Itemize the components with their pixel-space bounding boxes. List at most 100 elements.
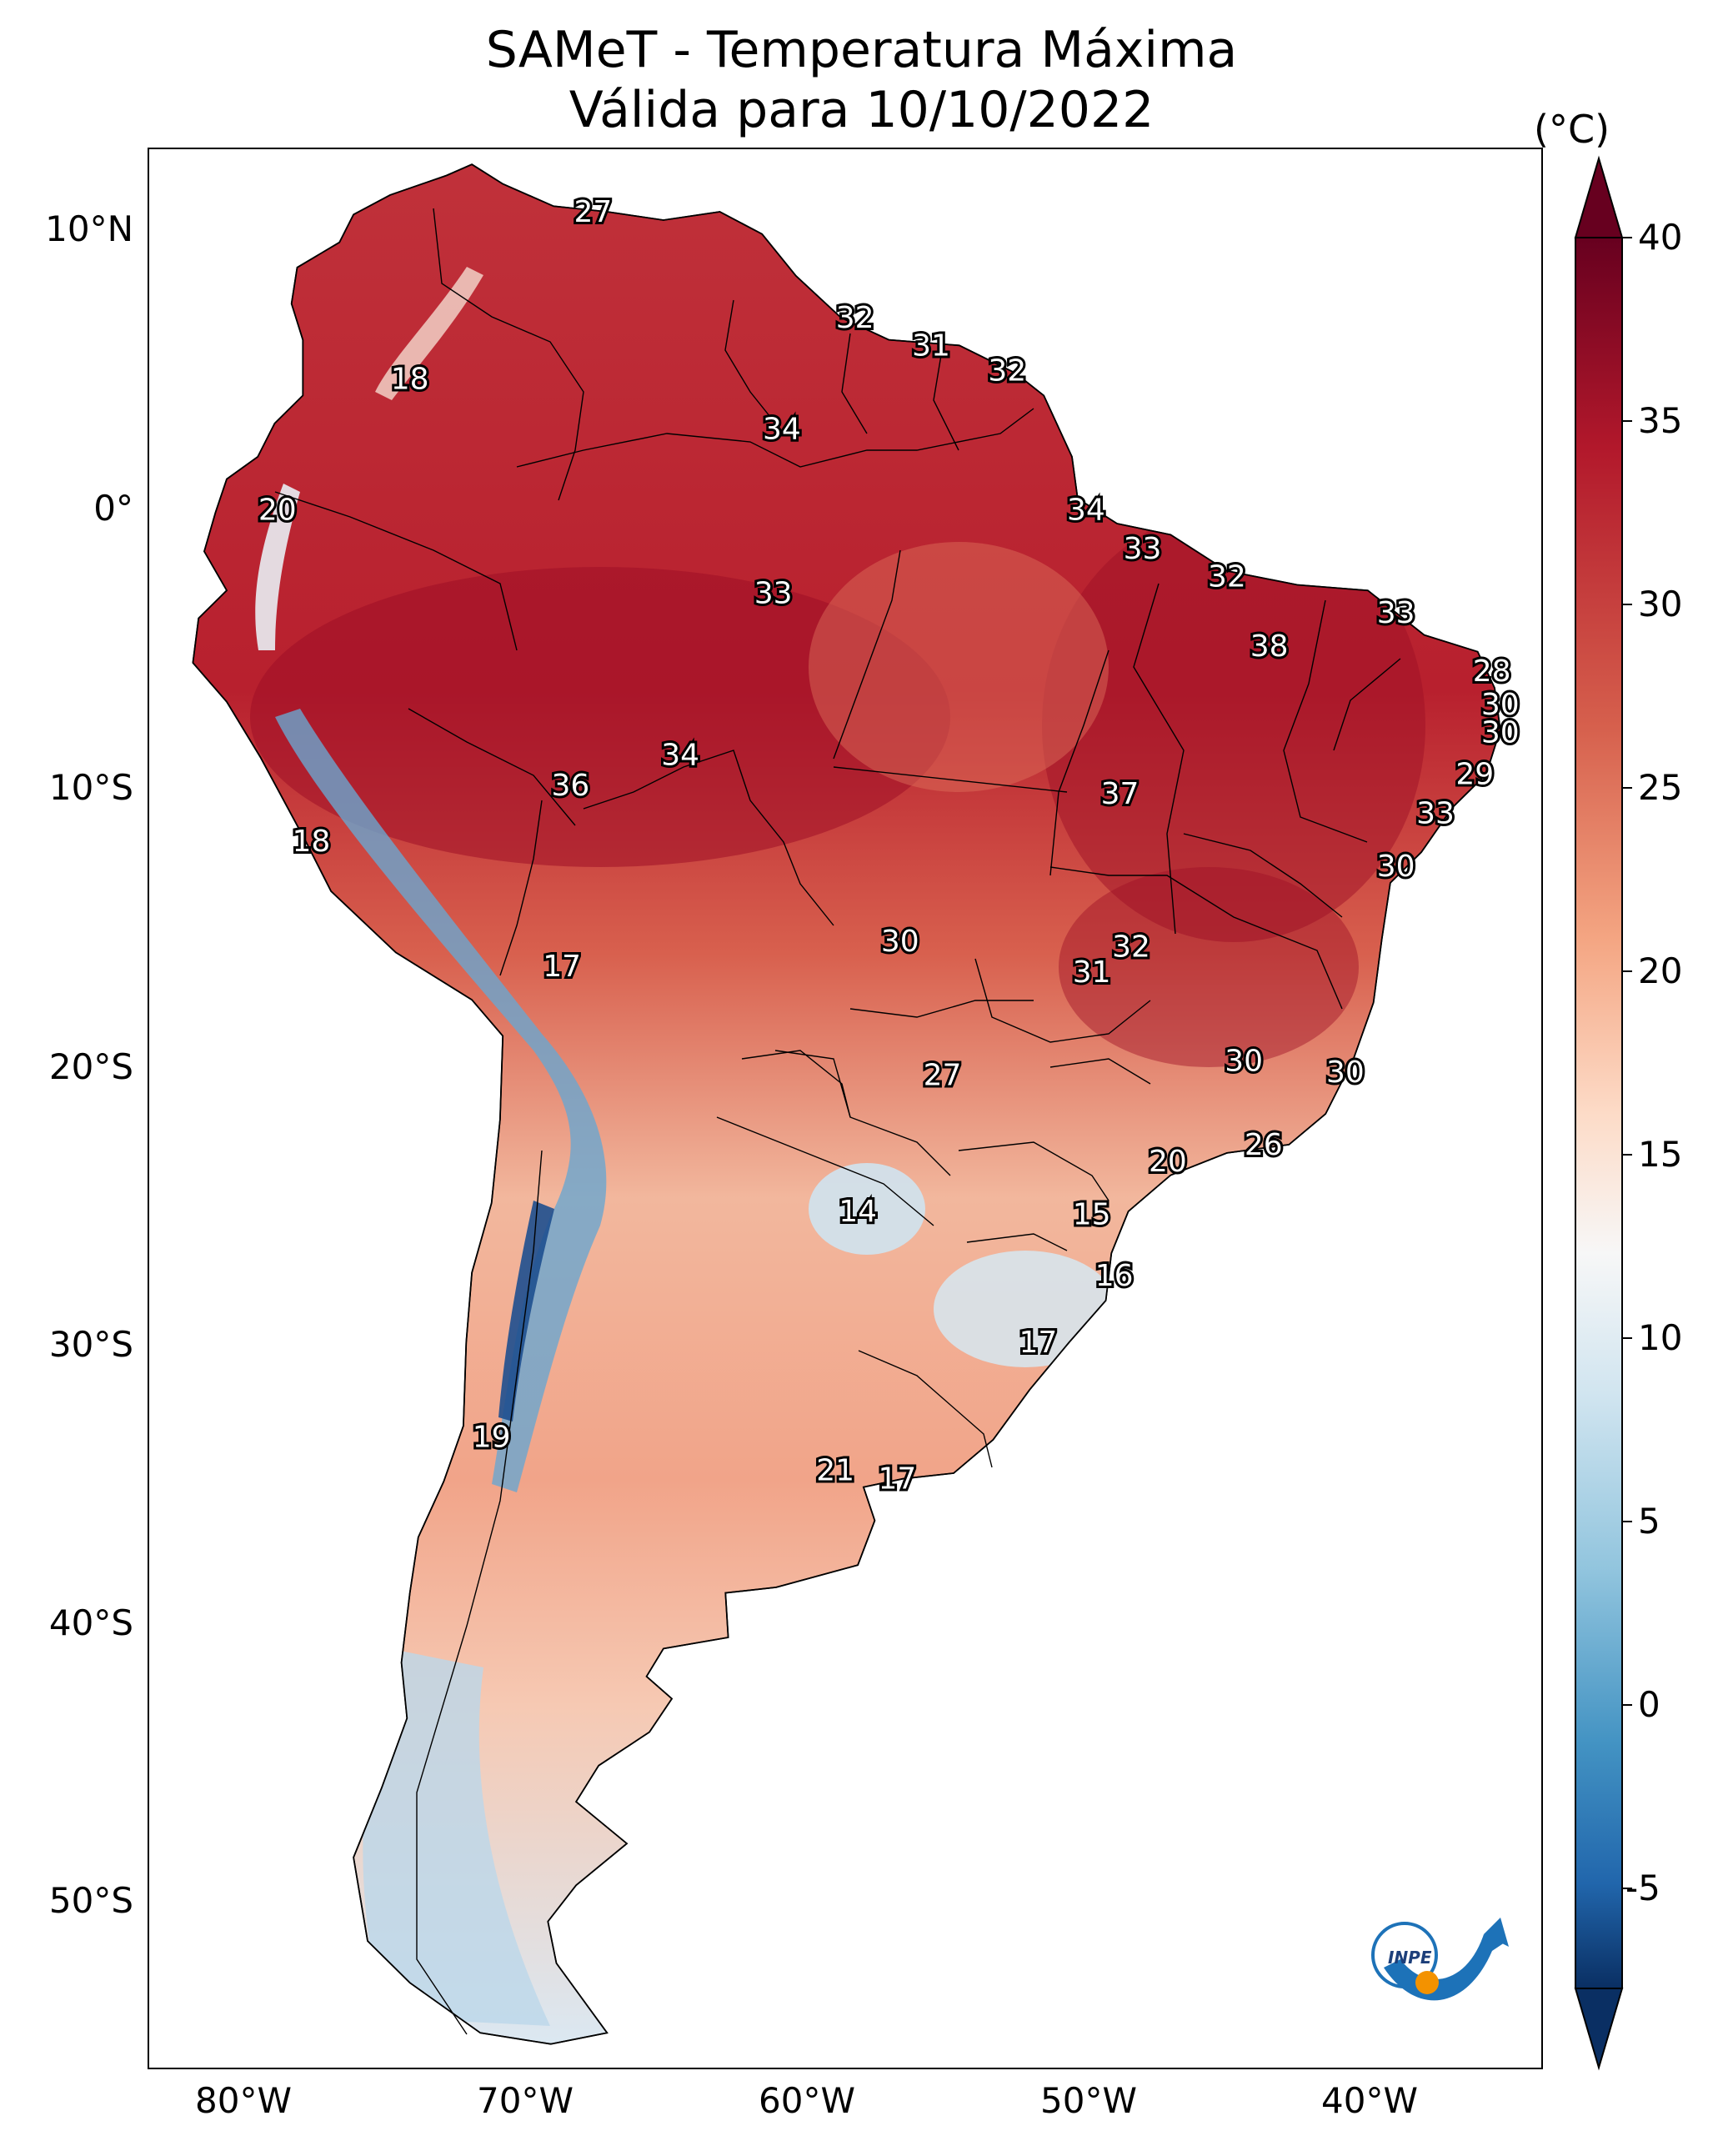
andes-coldest-core (498, 1201, 554, 1421)
colorbar-tick-30: 30 (1638, 584, 1683, 624)
border-colombia-peru (274, 491, 518, 651)
border-brazil-states-12 (849, 1000, 1034, 1018)
station-value-label: 17 (878, 1462, 916, 1497)
colorbar-extend-min (1574, 1988, 1624, 2071)
lat-label-10n: 10°N (45, 208, 133, 249)
border-brazil-states-2 (833, 766, 1068, 793)
station-value-label: 33 (754, 577, 793, 611)
colorbar-unit: (°C) (1534, 107, 1610, 152)
station-value-label: 17 (1019, 1326, 1057, 1360)
border-brazil-north (516, 408, 1034, 468)
station-value-label: 16 (1095, 1259, 1134, 1293)
hot-zone-northeast (1042, 509, 1425, 942)
border-argentina-chile (416, 1150, 543, 2035)
ecuador-cool-band (255, 484, 300, 650)
lat-label-50s: 50°S (48, 1880, 133, 1921)
colorbar-tick-40: 40 (1638, 217, 1683, 258)
station-value-label: 31 (1073, 955, 1111, 990)
patagonia-cool-band (363, 1651, 550, 2026)
hot-zone-minas (1059, 867, 1359, 1067)
border-venezuela-guyana (724, 299, 784, 434)
inpe-logo: INPE (1371, 1918, 1509, 2001)
lat-label-20s: 20°S (48, 1046, 133, 1087)
station-value-label: 34 (661, 738, 699, 772)
station-value-label: 33 (1124, 532, 1162, 566)
border-guyana-suriname (841, 333, 868, 434)
station-value-label: 30 (1481, 688, 1520, 722)
border-brazil-states-4 (1133, 583, 1185, 935)
inpe-logo-sun (1415, 1971, 1439, 1994)
cool-zone-south-brazil (934, 1251, 1117, 1367)
border-brazil-states-7 (1049, 1058, 1151, 1085)
colorbar-tick-15: 15 (1638, 1134, 1683, 1175)
station-value-label: 38 (1250, 629, 1289, 664)
station-value-label: 29 (1455, 758, 1494, 792)
border-brazil-states-5 (1049, 866, 1343, 1010)
border-suriname-guiana (933, 349, 959, 451)
station-value-label: 34 (1067, 493, 1105, 527)
lon-label-50w: 50°W (1040, 2080, 1137, 2121)
border-brazil-states-3 (1049, 649, 1109, 876)
colorbar-tick-10: 10 (1638, 1317, 1683, 1358)
station-value-label: 32 (1112, 930, 1150, 965)
colorbar-tick-marks (1622, 237, 1632, 1889)
colorbar-tick-25: 25 (1638, 767, 1683, 808)
station-value-label: 32 (988, 353, 1026, 388)
lon-label-60w: 60°W (759, 2080, 855, 2121)
lon-label-70w: 70°W (477, 2080, 573, 2121)
station-value-label: 34 (763, 413, 801, 447)
border-brazil-states-6 (974, 958, 1151, 1043)
colorbar-tick-35: 35 (1638, 400, 1683, 441)
station-value-label: 32 (836, 301, 874, 335)
border-brazil-states-9 (966, 1233, 1068, 1251)
north-andes-cool-band (375, 267, 483, 400)
station-value-label: 20 (1149, 1145, 1187, 1179)
station-value-label: 18 (292, 825, 330, 859)
colorbar-tick-minus5: -5 (1625, 1868, 1660, 1908)
lon-label-40w: 40°W (1321, 2080, 1418, 2121)
border-brazil-states-10 (1283, 599, 1368, 843)
border-brazil-states-1 (833, 549, 901, 760)
station-value-label: 19 (473, 1421, 511, 1455)
station-value-label: 21 (816, 1454, 854, 1488)
station-value-label: 27 (573, 195, 612, 229)
border-brazil-states-11 (1333, 658, 1401, 751)
station-value-label: 15 (1073, 1197, 1111, 1231)
border-uruguay (858, 1350, 993, 1468)
inpe-logo-text: INPE (1388, 1948, 1432, 1968)
border-peru-bolivia (499, 800, 543, 976)
hot-zone-amazon (250, 567, 950, 867)
map-title: SAMeT - Temperatura Máxima (485, 21, 1238, 79)
station-value-label: 28 (1473, 654, 1511, 689)
inpe-logo-ring (1371, 1922, 1438, 1988)
colorbar-tick-0: 0 (1638, 1684, 1660, 1725)
station-value-label: 37 (1101, 777, 1139, 811)
inpe-logo-arrow (1484, 1918, 1509, 1947)
station-value-label: 30 (1481, 716, 1520, 750)
lat-label-40s: 40°S (48, 1602, 133, 1643)
border-bolivia-brazil (583, 750, 834, 926)
station-value-label: 30 (1377, 850, 1415, 884)
border-colombia-venezuela (433, 208, 584, 501)
mild-zone-central (809, 542, 1109, 792)
colorbar-body (1575, 237, 1623, 1989)
lat-label-30s: 30°S (48, 1324, 133, 1365)
colorbar-tick-20: 20 (1638, 950, 1683, 991)
station-value-label: 33 (1377, 596, 1415, 630)
colorbar-extend-max (1574, 155, 1624, 238)
map-subtitle: Válida para 10/10/2022 (568, 81, 1155, 139)
station-value-label: 14 (839, 1195, 877, 1229)
station-value-label: 18 (391, 362, 429, 396)
lat-label-10s: 10°S (48, 767, 133, 808)
station-value-label: 32 (1208, 560, 1246, 594)
colorbar (1574, 155, 1632, 2071)
lon-label-80w: 80°W (195, 2080, 292, 2121)
station-value-label: 36 (551, 769, 589, 803)
station-value-label: 20 (258, 493, 297, 527)
station-value-label: 30 (881, 925, 919, 959)
border-peru-brazil (408, 708, 576, 826)
colorbar-tick-5: 5 (1638, 1501, 1660, 1542)
station-value-label: 30 (1326, 1055, 1365, 1090)
